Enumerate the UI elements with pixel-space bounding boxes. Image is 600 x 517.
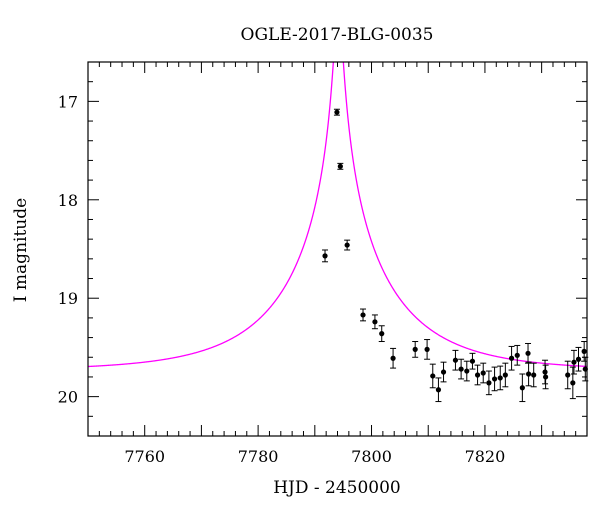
tick-labels: 7760 7780 7800 7820 17 18 19 20 <box>58 92 506 466</box>
data-point-marker <box>543 374 549 380</box>
data-point <box>525 361 532 387</box>
data-point <box>390 347 397 369</box>
data-point-marker <box>502 372 508 378</box>
data-point <box>344 239 351 251</box>
data-point-marker <box>571 359 577 365</box>
data-point <box>371 314 378 330</box>
x-tick-label: 7780 <box>238 447 279 466</box>
data-point-marker <box>424 346 430 352</box>
y-tick-label: 19 <box>58 289 78 308</box>
data-point <box>575 346 582 372</box>
plot-frame <box>87 61 588 437</box>
data-point-marker <box>525 371 532 377</box>
data-point-marker <box>390 355 396 361</box>
model-curve <box>88 62 587 368</box>
data-point-marker <box>542 369 548 375</box>
data-point-marker <box>344 242 350 248</box>
data-point <box>412 341 419 358</box>
data-point-marker <box>430 373 436 379</box>
data-point-marker <box>491 376 498 382</box>
data-point-marker <box>412 346 418 352</box>
data-point <box>570 349 577 375</box>
data-point-marker <box>474 372 481 378</box>
data-point <box>452 349 459 371</box>
data-point-marker <box>570 380 576 386</box>
y-tick-label: 18 <box>58 191 78 210</box>
data-point <box>435 377 442 403</box>
chart-title: OGLE-2017-BLG-0035 <box>241 25 434 45</box>
x-tick-label: 7800 <box>351 447 392 466</box>
model-curve-layer <box>88 62 587 368</box>
data-point-marker <box>322 253 328 259</box>
x-axis-label: HJD - 2450000 <box>273 478 401 498</box>
y-tick-label: 20 <box>58 388 78 407</box>
y-tick-label: 17 <box>58 92 78 111</box>
data-point-marker <box>508 355 515 361</box>
data-point-marker <box>337 163 343 169</box>
data-point <box>424 339 431 360</box>
data-point <box>429 363 436 389</box>
data-point-marker <box>464 368 470 374</box>
data-point-marker <box>458 366 464 372</box>
data-point <box>378 325 385 343</box>
data-point-marker <box>440 369 447 375</box>
data-point <box>480 362 487 384</box>
data-point-marker <box>497 375 503 381</box>
data-point-marker <box>480 370 486 376</box>
data-point-marker <box>525 350 531 356</box>
data-point <box>485 370 492 396</box>
data-point <box>458 358 465 380</box>
data-point <box>497 365 504 391</box>
data-point <box>514 344 521 366</box>
data-point-marker <box>360 312 366 318</box>
axis-ticks <box>87 61 588 437</box>
data-point <box>360 308 367 322</box>
data-point <box>502 362 509 388</box>
data-point <box>581 341 588 362</box>
data-point-marker <box>581 348 587 354</box>
y-axis-label: I magnitude <box>11 198 31 302</box>
data-point <box>474 364 481 386</box>
data-point <box>469 352 476 370</box>
data-point <box>525 342 532 364</box>
data-point-marker <box>565 372 571 378</box>
data-point <box>440 361 447 383</box>
x-tick-label: 7820 <box>465 447 506 466</box>
data-point-marker <box>486 380 492 386</box>
data-point <box>530 362 537 388</box>
data-point <box>508 345 515 371</box>
data-point <box>564 360 571 390</box>
x-tick-label: 7760 <box>124 447 165 466</box>
data-point-marker <box>519 385 525 391</box>
data-point-marker <box>469 358 476 364</box>
data-point <box>337 162 344 170</box>
data-point-marker <box>514 352 520 358</box>
data-point <box>333 108 340 116</box>
data-point-marker <box>575 356 582 362</box>
data-point-marker <box>334 109 340 115</box>
data-point <box>569 366 576 400</box>
data-point <box>491 366 498 392</box>
data-point-marker <box>531 372 537 378</box>
data-point <box>463 360 470 382</box>
data-point-marker <box>452 357 459 363</box>
data-point <box>542 359 549 385</box>
data-point <box>519 373 526 403</box>
data-point-marker <box>372 319 378 325</box>
data-point-marker <box>379 331 385 337</box>
data-point <box>542 364 549 390</box>
data-point <box>322 249 329 263</box>
data-point-marker <box>435 387 442 393</box>
data-points-layer <box>322 108 589 403</box>
